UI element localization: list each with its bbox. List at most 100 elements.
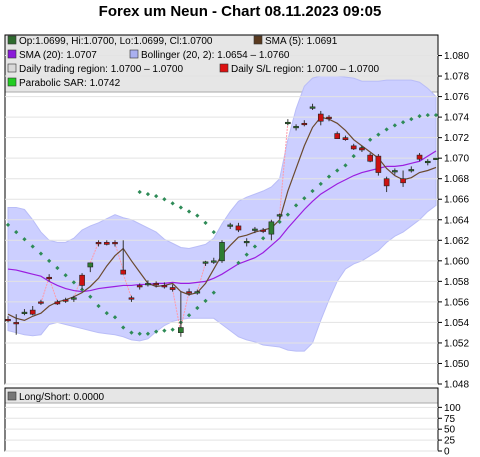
- sar-dot: [195, 213, 200, 218]
- candle-body: [293, 126, 299, 129]
- price-gap-line: [172, 289, 182, 333]
- y-tick-label: 1.062: [444, 236, 469, 247]
- candle-body: [161, 285, 168, 288]
- chart-title: Forex um Neun - Chart 08.11.2023 09:05: [98, 3, 382, 20]
- sar-dot: [203, 298, 208, 303]
- sub-y-tick-label: 75: [444, 414, 456, 425]
- candle-body: [334, 133, 341, 139]
- candle-body: [202, 261, 209, 264]
- candle-body: [400, 178, 406, 184]
- candle-body: [227, 224, 234, 227]
- candle-body: [5, 319, 11, 322]
- sar-dot: [293, 203, 299, 208]
- sar-dot: [137, 331, 142, 336]
- sar-dot: [211, 229, 216, 235]
- sar-dot: [129, 330, 134, 335]
- sub-gridlines: [5, 406, 438, 452]
- main-gridlines: [5, 55, 438, 385]
- y-tick-label: 1.066: [444, 195, 469, 206]
- sar-dot: [162, 328, 167, 333]
- sar-dot: [170, 201, 175, 206]
- sar-dot: [302, 196, 307, 201]
- sar-dot: [145, 331, 151, 336]
- sar-dot: [310, 188, 315, 194]
- sar-dot: [14, 229, 19, 235]
- candle-body: [285, 121, 291, 125]
- candle-body: [268, 221, 275, 235]
- sub-y-tick-label: 25: [444, 436, 456, 447]
- legend-swatch: [7, 35, 17, 45]
- candle-body: [350, 145, 357, 150]
- y-tick-label: 1.064: [444, 215, 469, 226]
- sar-dot: [178, 205, 183, 210]
- candle-body: [120, 269, 127, 275]
- candle-body: [21, 311, 28, 314]
- legend-label: Parabolic SAR: 1.0742: [19, 78, 121, 89]
- price-gap-line: [180, 291, 190, 328]
- y-tick-label: 1.048: [444, 380, 469, 391]
- y-tick-label: 1.052: [444, 338, 469, 349]
- legend-swatch: [7, 77, 17, 87]
- candle-body: [145, 283, 151, 286]
- price-gap-line: [73, 275, 83, 298]
- sar-dot: [145, 191, 151, 197]
- sub-legend-swatch: [7, 391, 17, 401]
- candle-body: [13, 322, 20, 325]
- y-tick-label: 1.078: [444, 72, 469, 83]
- legend-label: Daily S/L region: 1.0700 – 1.0700: [231, 64, 380, 75]
- candle-body: [29, 309, 36, 315]
- sar-dot: [326, 174, 332, 179]
- candle-body: [178, 327, 184, 333]
- candle-body: [71, 297, 77, 300]
- legend-swatch: [7, 63, 17, 73]
- candle-body: [342, 137, 349, 141]
- sar-dot: [277, 219, 282, 224]
- y-tick-label: 1.068: [444, 174, 469, 185]
- legend-swatch: [253, 35, 263, 45]
- candle-body: [383, 178, 390, 187]
- candle-body: [317, 113, 324, 122]
- y-tick-label: 1.050: [444, 359, 469, 370]
- y-tick-label: 1.056: [444, 297, 469, 308]
- candle-body: [301, 122, 308, 126]
- legend-label: Daily trading region: 1.0700 – 1.0700: [19, 64, 183, 75]
- candle-body: [367, 154, 373, 162]
- y-tick-label: 1.060: [444, 256, 469, 267]
- candle-body: [326, 116, 332, 119]
- sar-dot: [195, 305, 200, 311]
- sar-dot: [186, 209, 192, 214]
- sar-dot: [186, 313, 192, 318]
- candle-body: [424, 160, 431, 164]
- y-tick-label: 1.054: [444, 318, 469, 329]
- candle-body: [433, 157, 439, 160]
- price-gap-line: [279, 122, 289, 215]
- sar-dot: [236, 260, 241, 265]
- sar-dot: [154, 329, 159, 334]
- parabolic-sar-layer: [5, 112, 439, 336]
- candle-body: [235, 225, 242, 231]
- candle-body: [103, 242, 110, 245]
- sub-legend-label: Long/Short: 0.0000: [19, 392, 105, 403]
- sar-dot: [252, 244, 258, 249]
- candle-body: [276, 214, 283, 217]
- candle-body: [252, 228, 258, 231]
- legend-swatch: [129, 49, 139, 59]
- candle-body: [62, 299, 69, 302]
- candle-body: [408, 169, 415, 172]
- main-legend: Op:1.0699, Hi:1.0700, Lo:1.0699, Cl:1.07…: [7, 35, 380, 89]
- candle-body: [136, 285, 143, 288]
- legend-label: Bollinger (20, 2): 1.0654 – 1.0760: [141, 50, 290, 61]
- sar-dot: [38, 251, 44, 256]
- sar-dot: [203, 220, 208, 225]
- sar-dot: [376, 132, 381, 137]
- sar-dot: [261, 236, 266, 241]
- sar-dot: [285, 212, 290, 217]
- sar-dot: [5, 222, 11, 228]
- candle-body: [186, 291, 192, 294]
- legend-label: SMA (20): 1.0707: [19, 50, 97, 61]
- y-tick-label: 1.080: [444, 51, 469, 62]
- candle-body: [112, 242, 118, 245]
- y-tick-label: 1.076: [444, 92, 469, 103]
- legend-swatch: [219, 63, 229, 73]
